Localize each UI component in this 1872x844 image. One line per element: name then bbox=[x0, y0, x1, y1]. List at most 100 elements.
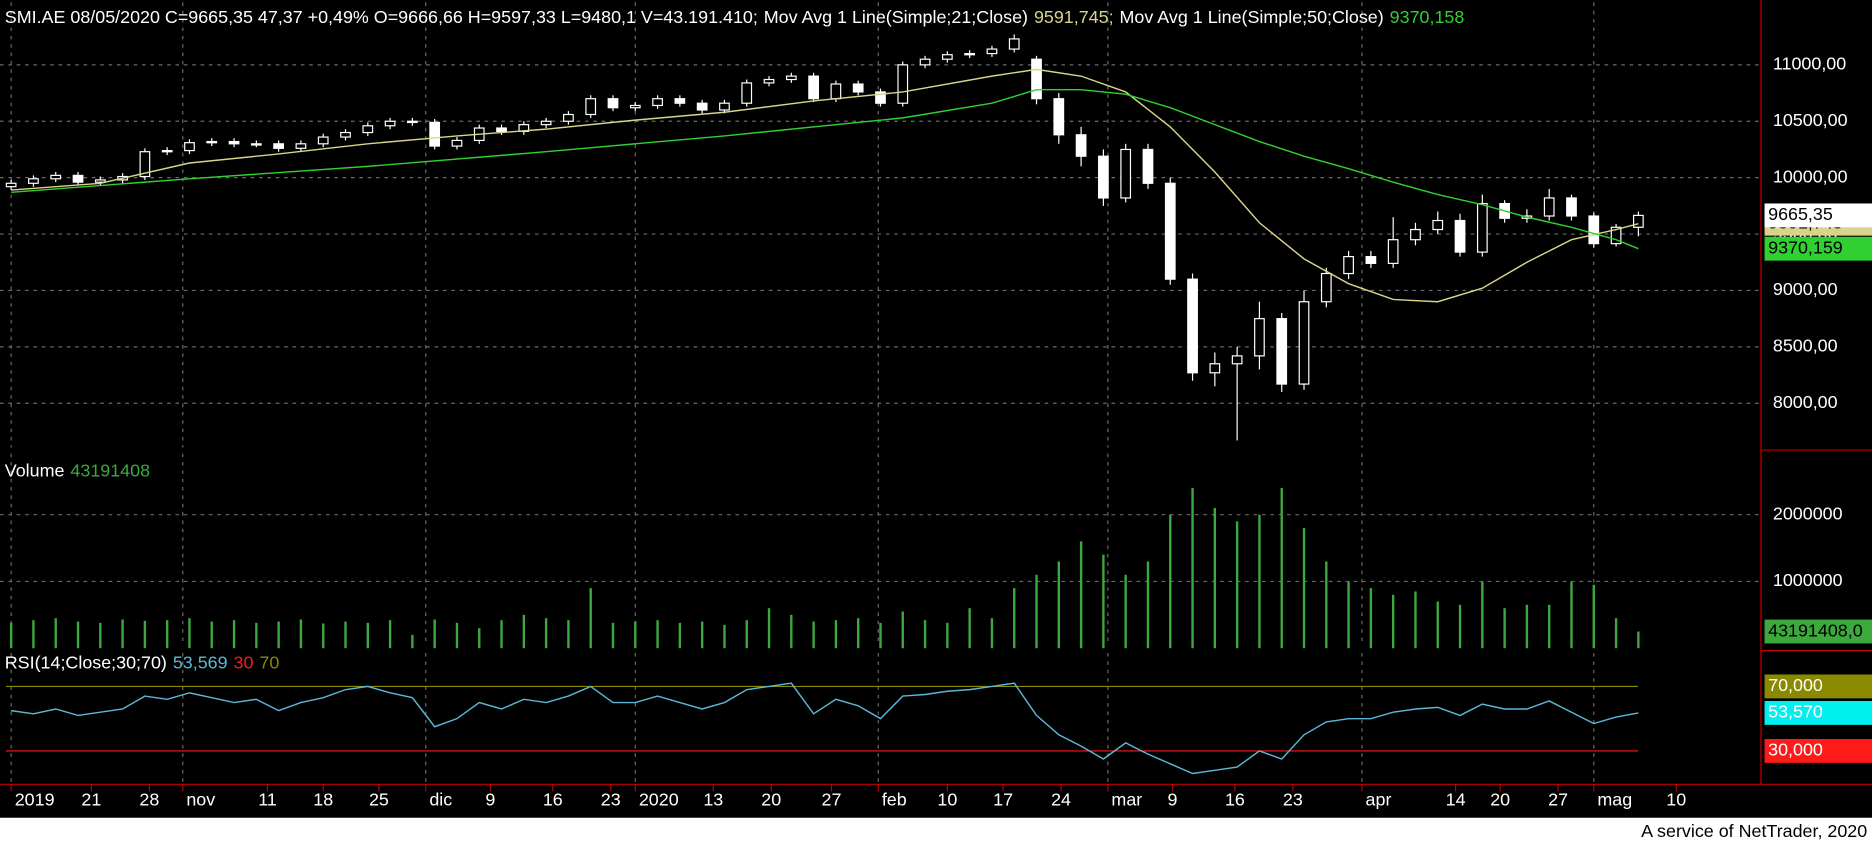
level-value: 30,000 bbox=[1768, 740, 1823, 760]
volume-bar bbox=[1325, 561, 1328, 649]
volume-bar bbox=[1102, 554, 1105, 649]
candle-body bbox=[585, 98, 597, 116]
volume-bar bbox=[99, 622, 102, 649]
x-tick-label: 27 bbox=[1548, 790, 1568, 810]
volume-bar bbox=[745, 620, 748, 649]
volume-bar bbox=[1057, 561, 1061, 649]
candle-body bbox=[72, 174, 84, 183]
candle-body bbox=[1053, 98, 1065, 136]
volume-bar bbox=[411, 634, 414, 649]
candle-body bbox=[1008, 38, 1020, 50]
volume-value-box bbox=[1764, 619, 1872, 644]
volume-bar bbox=[834, 620, 838, 649]
candle-body bbox=[808, 75, 819, 100]
candle-body bbox=[1276, 318, 1288, 385]
x-tick-label: 2020 bbox=[639, 790, 679, 810]
candle-body bbox=[741, 82, 753, 104]
volume-bar bbox=[857, 618, 860, 649]
candle-body bbox=[1298, 301, 1310, 385]
legend-entry: 53,569 bbox=[173, 652, 228, 672]
x-tick-label: 25 bbox=[369, 790, 389, 810]
candle-body bbox=[161, 149, 173, 153]
y-tick-label: 8000,00 bbox=[1773, 392, 1838, 412]
volume-bar bbox=[478, 628, 481, 649]
x-tick-label: dic bbox=[429, 790, 452, 810]
x-tick-label: 14 bbox=[1446, 790, 1466, 810]
moving-average bbox=[11, 88, 1639, 250]
volume-bar bbox=[522, 614, 526, 649]
volume-bar bbox=[1503, 608, 1506, 649]
candle-body bbox=[1410, 228, 1421, 241]
candle-body bbox=[139, 151, 151, 178]
candle-body bbox=[941, 54, 953, 60]
candle-body bbox=[250, 143, 262, 146]
x-tick-label: 10 bbox=[937, 790, 957, 810]
volume-bar bbox=[143, 620, 147, 649]
candle-body bbox=[184, 142, 195, 152]
x-tick-label: 2019 bbox=[15, 790, 55, 810]
x-tick-label: 27 bbox=[821, 790, 841, 810]
legend-entry: RSI(14;Close;30;70) bbox=[5, 652, 167, 672]
candle-body bbox=[1432, 219, 1444, 231]
volume-bar bbox=[433, 619, 436, 649]
candle-body bbox=[1209, 363, 1221, 374]
volume-bar bbox=[723, 624, 726, 649]
volume-bar bbox=[500, 620, 503, 649]
y-tick-label: 10000,00 bbox=[1773, 166, 1848, 186]
y-tick-label: 9000,00 bbox=[1773, 279, 1838, 299]
x-tick-label: 23 bbox=[601, 790, 621, 810]
volume-bar bbox=[32, 620, 35, 649]
footer: A service of NetTrader, 2020 bbox=[1641, 821, 1867, 841]
volume-bar bbox=[210, 621, 213, 649]
volume-bar bbox=[767, 608, 771, 649]
volume-bar bbox=[946, 622, 949, 649]
candle-body bbox=[28, 178, 39, 184]
x-tick-label: mag bbox=[1597, 790, 1632, 810]
level-value-box bbox=[1764, 738, 1872, 763]
volume-bar bbox=[1258, 514, 1261, 649]
candle-body bbox=[830, 83, 842, 100]
candle-body bbox=[340, 131, 351, 138]
candle-body bbox=[852, 83, 864, 93]
volume-bar bbox=[54, 618, 57, 649]
volume-bar bbox=[678, 622, 682, 649]
volume-bar bbox=[544, 618, 548, 649]
candle-body bbox=[1454, 219, 1466, 253]
candle-body bbox=[496, 127, 507, 133]
volume-value: 43191408,0 bbox=[1768, 620, 1863, 640]
legend-entry: 9591,745; bbox=[1034, 7, 1114, 27]
candle-body bbox=[1120, 148, 1132, 199]
volume-bar bbox=[634, 621, 637, 649]
x-tick-label: feb bbox=[882, 790, 907, 810]
volume-bar bbox=[1302, 528, 1306, 649]
x-tick-label: apr bbox=[1366, 790, 1392, 810]
x-tick-label: 13 bbox=[703, 790, 723, 810]
candle-body bbox=[1031, 58, 1042, 100]
volume-bar bbox=[990, 618, 994, 649]
legend-entry: 30 bbox=[234, 652, 254, 672]
candle-body bbox=[1632, 214, 1644, 228]
candle-body bbox=[763, 78, 775, 84]
level-value-box bbox=[1764, 674, 1872, 699]
candle-body bbox=[1566, 197, 1577, 217]
moving-average bbox=[11, 68, 1639, 303]
candle-body bbox=[317, 136, 329, 145]
candle-body bbox=[384, 120, 396, 127]
candle-body bbox=[1320, 272, 1332, 303]
candle-body bbox=[206, 140, 218, 144]
candle-body bbox=[5, 182, 17, 188]
x-tick-label: 9 bbox=[1168, 790, 1178, 810]
volume-bar bbox=[1525, 604, 1529, 649]
candle-body bbox=[629, 104, 641, 109]
legend: RSI(14;Close;30;70) 53,569 30 70 bbox=[5, 652, 280, 672]
volume-bar bbox=[76, 621, 80, 649]
x-tick-label: 24 bbox=[1051, 790, 1071, 810]
legend-entry: Mov Avg 1 Line(Simple;21;Close) bbox=[764, 7, 1028, 27]
volume-bar bbox=[656, 620, 659, 649]
candle-body bbox=[273, 143, 285, 149]
candle-body bbox=[964, 52, 976, 56]
candle-body bbox=[1365, 256, 1377, 264]
candle-body bbox=[94, 179, 106, 183]
